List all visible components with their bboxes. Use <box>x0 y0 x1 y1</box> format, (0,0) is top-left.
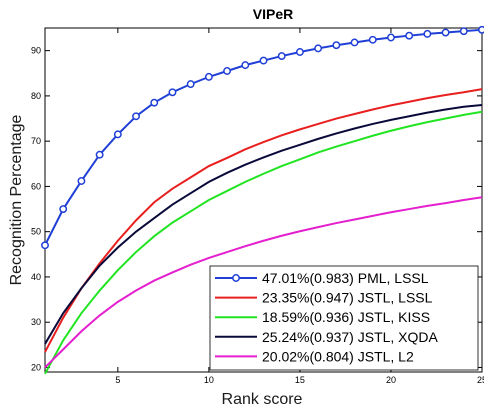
series-point <box>441 28 450 37</box>
series-point <box>405 31 414 40</box>
legend: 47.01%(0.983) PML, LSSL 23.35%(0.947) JST… <box>209 265 479 371</box>
series-point <box>168 88 177 97</box>
series-line-3 <box>44 110 483 375</box>
legend-entry: 47.01%(0.983) PML, LSSL <box>262 270 429 286</box>
x-tick-label: 5 <box>115 375 120 385</box>
series-line-4 <box>44 103 483 345</box>
series-point <box>113 130 122 139</box>
series-line-2 <box>44 88 483 353</box>
series-point <box>77 177 86 185</box>
series-point <box>295 48 304 56</box>
series-lines <box>41 25 484 375</box>
series-point <box>423 29 432 38</box>
series-point <box>459 27 468 36</box>
y-tick-label: 50 <box>31 227 41 237</box>
series-point <box>332 41 341 50</box>
legend-entry: 20.02%(0.804) JSTL, L2 <box>262 348 414 364</box>
y-tick-label: 70 <box>31 136 41 146</box>
legend-entry: 18.59%(0.936) JSTL, KISS <box>262 309 430 325</box>
legend-marker <box>232 274 240 282</box>
series-point <box>150 98 159 107</box>
series-point <box>186 80 195 89</box>
x-tick-label: 20 <box>386 375 396 385</box>
y-tick-label: 40 <box>31 272 41 282</box>
chart-title: VIPeR <box>253 6 293 22</box>
series-point <box>41 241 49 250</box>
y-tick-label: 60 <box>31 181 41 191</box>
series-point <box>259 56 268 65</box>
series-point <box>277 52 286 61</box>
y-axis-label: Recognition Percentage <box>8 115 25 286</box>
series-point <box>350 38 359 47</box>
series-point <box>241 61 250 70</box>
series-point <box>204 72 213 81</box>
series-point <box>368 35 377 44</box>
y-tick-label: 20 <box>31 362 41 372</box>
series-point <box>223 67 232 75</box>
series-point <box>387 33 395 42</box>
y-tick-label: 90 <box>31 46 41 56</box>
series-line-5 <box>44 196 483 369</box>
x-axis-label: Rank score <box>222 391 303 408</box>
x-tick-label: 10 <box>204 375 214 385</box>
series-point <box>95 150 104 159</box>
legend-entry: 23.35%(0.947) JSTL, LSSL <box>262 290 433 306</box>
x-tick-label: 25 <box>477 375 484 385</box>
y-tick-label: 80 <box>31 91 41 101</box>
series-point <box>314 44 323 53</box>
series-point <box>478 25 484 34</box>
x-tick-label: 15 <box>295 375 305 385</box>
y-tick-label: 30 <box>31 317 41 327</box>
series-point <box>132 112 140 121</box>
series-point <box>59 205 68 214</box>
legend-entry: 25.24%(0.937) JSTL, XQDA <box>262 329 439 345</box>
